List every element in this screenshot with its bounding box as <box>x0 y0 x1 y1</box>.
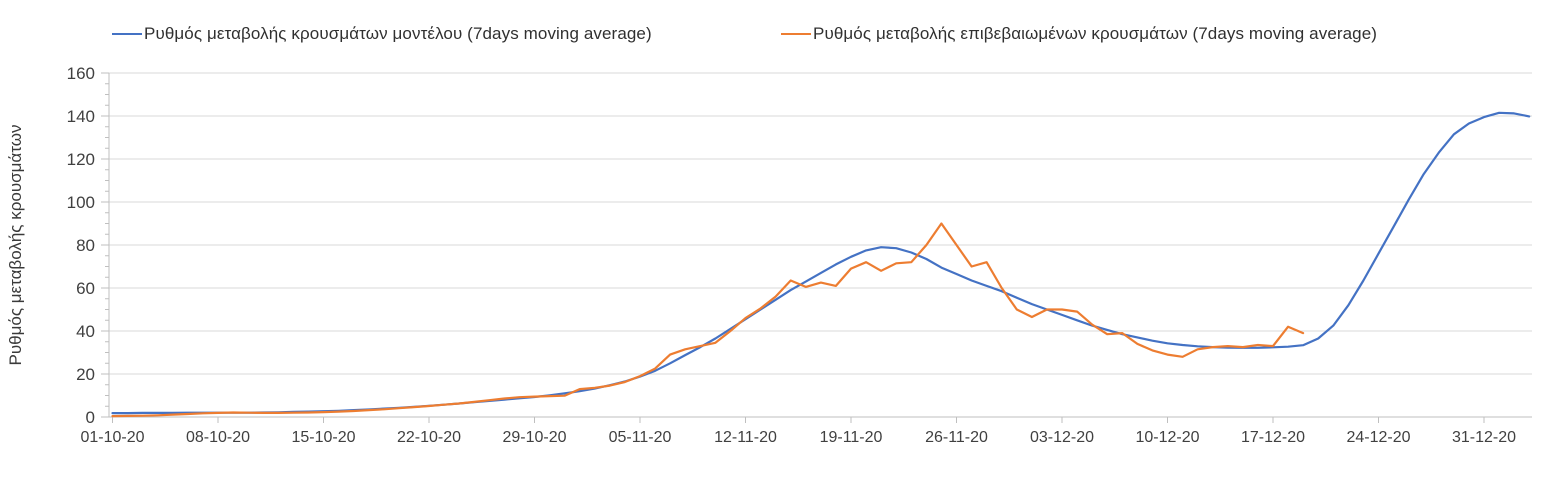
y-tick-label: 120 <box>67 150 95 169</box>
series-line-model <box>111 111 1531 415</box>
x-tick-label: 08-10-20 <box>186 429 250 446</box>
x-tick-label: 26-11-20 <box>925 429 988 446</box>
y-tick-label: 140 <box>67 107 95 126</box>
y-tick-label: 80 <box>76 236 95 255</box>
x-tick-label: 03-12-20 <box>1030 429 1094 446</box>
legend-item-model: Ρυθμός μεταβολής κρουσμάτων μοντέλου (7d… <box>112 22 652 46</box>
x-tick-label: 12-11-20 <box>714 429 777 446</box>
x-tick-label: 01-10-20 <box>80 429 144 446</box>
legend-label-model: Ρυθμός μεταβολής κρουσμάτων μοντέλου (7d… <box>144 24 652 43</box>
legend: Ρυθμός μεταβολής κρουσμάτων μοντέλου (7d… <box>0 0 1567 48</box>
x-tick-label: 19-11-20 <box>820 429 883 446</box>
y-tick-label: 160 <box>67 64 95 83</box>
x-tick-label: 05-11-20 <box>609 429 672 446</box>
y-tick-label: 0 <box>86 408 95 427</box>
x-tick-label: 29-10-20 <box>502 429 566 446</box>
x-tick-label: 17-12-20 <box>1241 429 1305 446</box>
y-tick-label: 20 <box>76 365 95 384</box>
y-tick-label: 100 <box>67 193 95 212</box>
y-tick-label: 40 <box>76 322 95 341</box>
y-axis-title: Ρυθμός μεταβολής κρουσμάτων <box>6 124 25 366</box>
legend-item-confirmed: Ρυθμός μεταβολής επιβεβαιωμένων κρουσμάτ… <box>781 22 1377 46</box>
x-tick-label: 15-10-20 <box>291 429 355 446</box>
y-tick-label: 60 <box>76 279 95 298</box>
series-line-confirmed <box>111 222 1305 418</box>
legend-line-swatch-model <box>112 33 142 35</box>
legend-label-confirmed: Ρυθμός μεταβολής επιβεβαιωμένων κρουσμάτ… <box>813 24 1378 43</box>
x-tick-label: 10-12-20 <box>1135 429 1199 446</box>
x-tick-label: 22-10-20 <box>397 429 461 446</box>
x-tick-label: 31-12-20 <box>1452 429 1516 446</box>
x-tick-label: 24-12-20 <box>1346 429 1410 446</box>
legend-line-swatch-confirmed <box>781 33 811 35</box>
